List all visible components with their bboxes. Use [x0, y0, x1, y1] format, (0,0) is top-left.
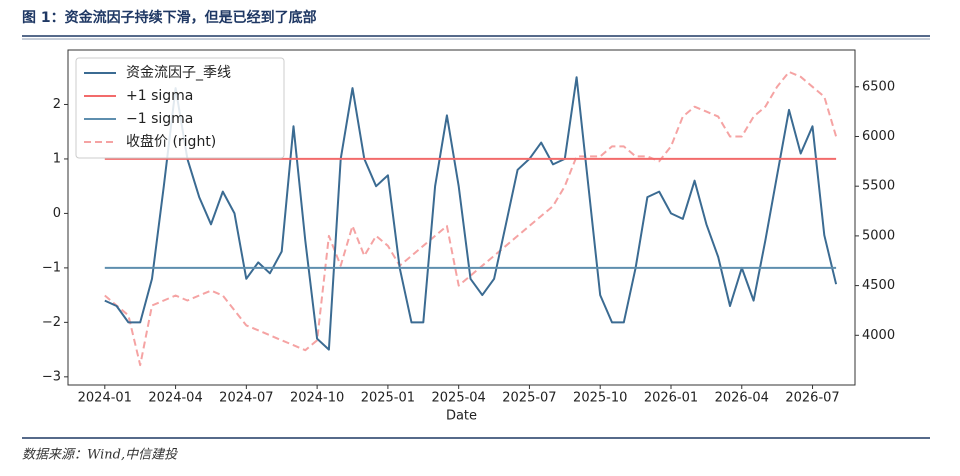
x-tick-label: 2024-01	[78, 391, 132, 406]
series-line	[104, 70, 838, 367]
x-axis-label: Date	[446, 409, 477, 424]
series-line	[104, 76, 838, 351]
x-tick-label: 2025-10	[573, 391, 627, 406]
y2-tick-label: 5000	[862, 228, 895, 243]
x-tick-label: 2026-04	[715, 391, 769, 406]
x-tick-label: 2024-04	[148, 391, 202, 406]
source: 数据来源：Wind,中信建投	[22, 448, 178, 463]
y-tick-label: 0	[53, 206, 61, 221]
x-tick-label: 2024-07	[219, 391, 273, 406]
legend-box	[75, 57, 285, 159]
y-tick-label: −2	[42, 315, 61, 330]
y-tick-label: 2	[53, 97, 61, 112]
y2-tick-label: 6500	[862, 79, 895, 94]
y2-tick-label: 6000	[862, 129, 895, 144]
legend-label: 资金流因子_季线	[126, 65, 231, 81]
y2-tick-label: 4000	[862, 328, 895, 343]
y2-tick-label: 4500	[862, 278, 895, 293]
x-tick-label: 2025-07	[502, 391, 556, 406]
x-tick-label: 2025-04	[432, 391, 486, 406]
x-tick-label: 2025-01	[361, 391, 415, 406]
y-tick-label: −3	[42, 369, 61, 384]
plot-frame	[67, 49, 856, 386]
x-tick-label: 2024-10	[290, 391, 344, 406]
x-tick-label: 2026-01	[644, 391, 698, 406]
legend-label: −1 sigma	[126, 111, 193, 127]
legend-label: +1 sigma	[126, 88, 193, 104]
x-tick-label: 2026-07	[785, 391, 839, 406]
legend-label: 收盘价 (right)	[126, 133, 216, 150]
y-tick-label: −1	[42, 260, 61, 275]
caption: 图 1：资金流因子持续下滑，但是已经到了底部	[22, 9, 317, 26]
y2-tick-label: 5500	[862, 179, 895, 194]
y-tick-label: 1	[53, 151, 61, 166]
